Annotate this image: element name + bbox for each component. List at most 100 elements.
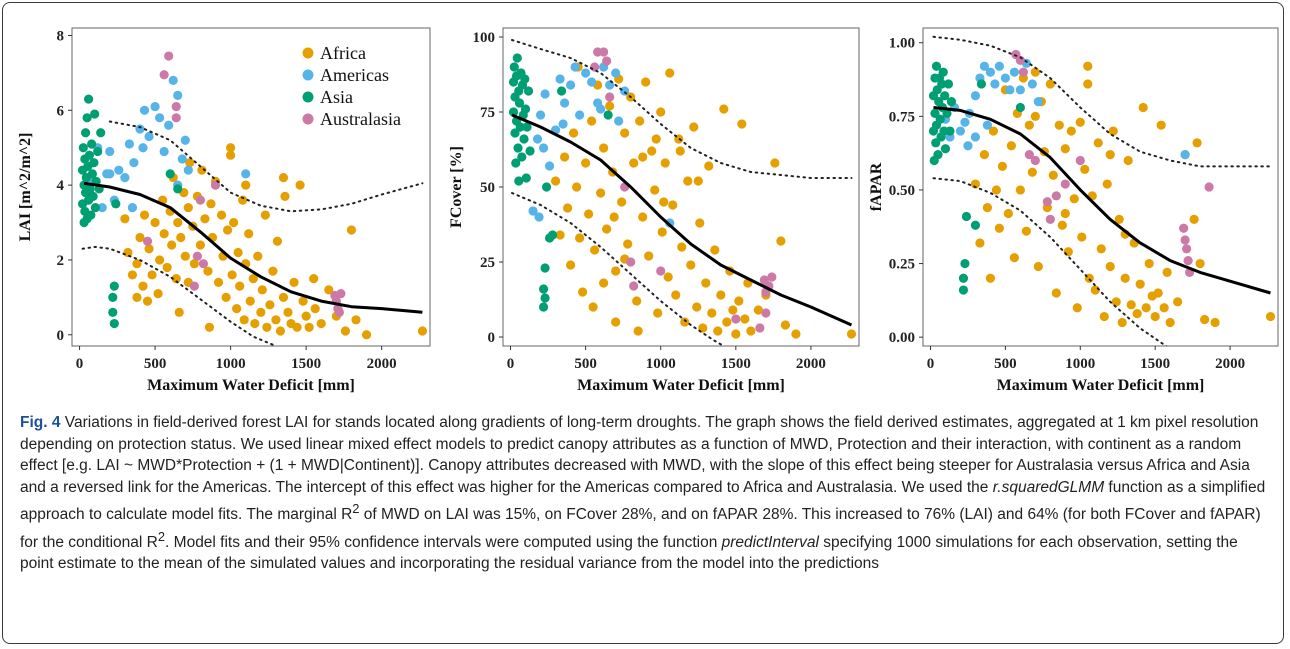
caption-text-4: . Model fits and their 95% confidence in… [165,533,722,551]
data-point-asia [90,202,101,213]
data-point-africa [675,146,685,156]
data-point-africa [982,203,993,213]
data-point-africa [195,240,205,250]
y-tick-label: 1.00 [889,36,915,52]
legend-swatch-australasia [302,113,314,125]
data-point-africa [200,214,210,224]
data-point-africa [710,245,720,255]
data-point-asia [541,182,552,192]
data-point-africa [638,152,648,162]
x-tick-label: 500 [994,356,1017,372]
data-point-australasia [1042,197,1052,207]
data-point-africa [244,229,254,239]
data-point-asia [511,158,521,168]
y-axis-label: FCover [%] [448,146,465,228]
data-point-americas [528,206,538,216]
data-point-americas [570,62,580,72]
data-point-africa [213,277,224,287]
data-point-americas [120,173,130,183]
data-point-africa [206,199,216,209]
data-point-africa [1066,126,1076,136]
data-point-africa [262,322,272,332]
data-point-asia [109,318,119,329]
data-point-africa [1080,164,1090,174]
data-point-africa [183,202,193,213]
data-point-africa [229,217,239,228]
x-tick-label: 2000 [796,356,826,372]
data-point-asia [960,258,970,269]
data-point-africa [241,180,251,190]
data-point-africa [568,128,579,138]
data-point-africa [572,182,582,192]
legend-swatch-asia [302,91,314,103]
data-point-africa [1069,194,1079,204]
data-point-africa [256,307,266,317]
figure-label: Fig. 4 [20,414,61,431]
data-point-asia [540,263,550,273]
data-point-africa [280,191,290,201]
x-tick-label: 2000 [367,356,397,372]
data-point-africa [197,165,207,175]
data-point-africa [1189,214,1199,224]
data-point-americas [611,68,621,78]
data-point-africa [351,315,361,325]
data-point-africa [324,285,334,295]
data-point-americas [534,212,544,222]
data-point-asia [514,176,524,186]
data-point-africa [722,317,732,327]
data-point-asia [513,143,523,153]
data-point-africa [683,176,693,186]
data-point-africa [991,185,1001,195]
data-point-africa [550,176,561,186]
data-point-americas [168,75,178,85]
data-point-africa [1024,120,1034,130]
legend-swatch-africa [302,47,314,59]
data-point-africa [701,278,711,288]
data-point-asia [88,191,98,201]
data-point-africa [659,197,669,207]
data-point-africa [611,317,621,327]
data-point-africa [632,296,642,306]
data-point-africa [226,143,236,153]
data-point-africa [707,308,717,318]
data-point-africa [1195,258,1205,269]
data-point-australasia [1051,191,1061,201]
data-point-asia [930,108,940,118]
data-point-africa [340,326,351,336]
legend-label-americas: Americas [320,65,389,85]
data-point-africa [1135,279,1145,289]
data-point-asia [508,107,519,117]
data-point-americas [1009,67,1019,77]
data-point-australasia [198,259,209,269]
data-point-americas [1005,85,1015,95]
data-point-americas [532,134,543,144]
lower-confidence-line [81,245,277,346]
data-point-africa [271,315,281,325]
data-point-africa [235,281,245,291]
data-point-americas [241,169,251,179]
data-point-asia [946,97,957,107]
data-point-africa [1200,314,1210,325]
data-point-africa [663,272,673,282]
data-point-africa [272,236,283,246]
data-point-australasia [159,70,169,80]
data-point-asia [931,138,941,148]
data-point-australasia [1183,256,1193,266]
data-point-africa [647,146,657,156]
data-point-asia [556,86,567,96]
data-point-africa [1096,244,1106,254]
data-point-australasia [602,56,612,66]
data-point-asia [86,210,96,220]
data-point-africa [1156,120,1166,130]
data-point-africa [1123,155,1133,166]
data-point-asia [515,122,525,132]
data-point-africa [1105,261,1115,272]
data-point-africa [361,330,372,340]
lai-marks [77,51,428,346]
data-point-africa [138,281,148,291]
y-axis-label: LAI [m^2/m^2] [17,133,34,242]
x-tick-label: 1000 [1065,356,1095,372]
data-point-africa [232,303,242,314]
data-point-africa [238,195,248,205]
data-point-asia [510,128,520,138]
